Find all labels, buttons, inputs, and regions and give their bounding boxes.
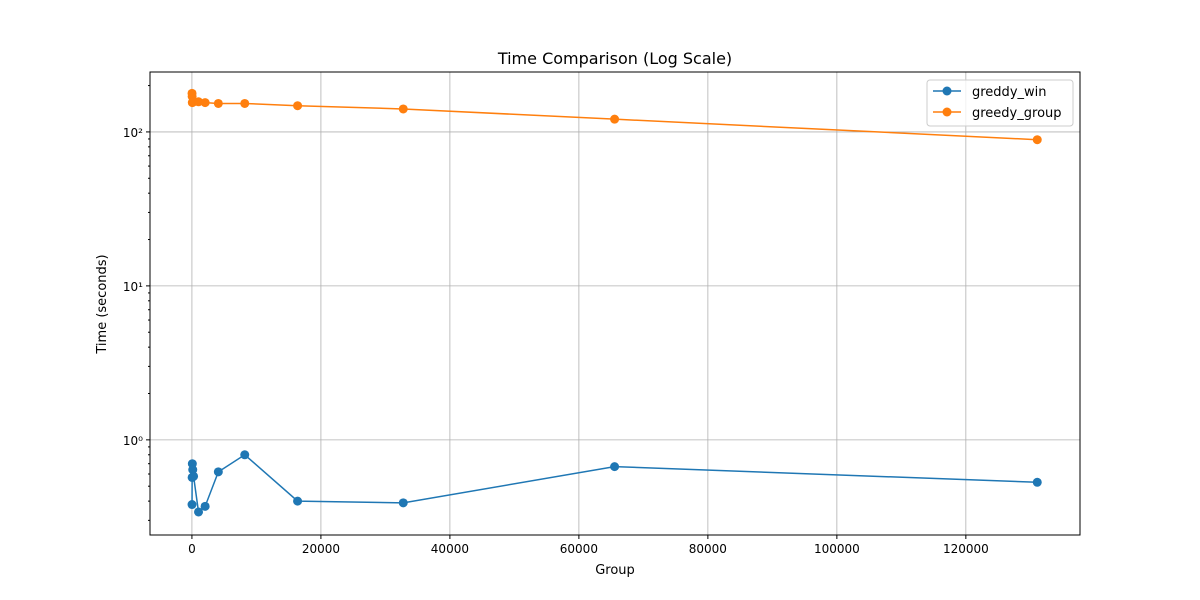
data-point-greddy_win: [213, 467, 223, 477]
data-point-greddy_win: [187, 500, 197, 510]
series-greddy_win: [187, 450, 1042, 517]
ticks: 0 20000 40000 60000 80000 100000 120000 10⁰ 10¹ 1…: [123, 85, 989, 556]
legend-label: greedy_group: [972, 106, 1062, 121]
data-point-greedy_group: [1032, 135, 1042, 145]
data-point-greddy_win: [200, 501, 210, 511]
legend-label: greddy_win: [972, 85, 1047, 100]
x-tick-label: 0: [188, 542, 196, 556]
legend-marker: [942, 86, 952, 96]
y-tick-label: 10⁰: [123, 434, 143, 448]
data-point-greedy_group: [194, 97, 204, 107]
data-point-greedy_group: [293, 101, 303, 111]
x-tick-label: 60000: [560, 542, 598, 556]
data-point-greddy_win: [293, 496, 303, 506]
chart-title: Time Comparison (Log Scale): [497, 49, 732, 68]
data-point-greddy_win: [398, 498, 408, 508]
x-tick-label: 20000: [302, 542, 340, 556]
data-point-greddy_win: [188, 465, 198, 475]
x-axis-label: Group: [595, 563, 635, 578]
data-point-greedy_group: [398, 104, 408, 114]
x-tick-label: 120000: [943, 542, 989, 556]
series-layer: [187, 88, 1042, 517]
legend: greddy_win greedy_group: [926, 79, 1074, 127]
x-tick-label: 100000: [814, 542, 860, 556]
grid: [150, 72, 1080, 535]
data-point-greddy_win: [610, 462, 620, 472]
legend-marker: [942, 107, 952, 117]
plot-frame: [149, 71, 1081, 536]
legend-box: [926, 79, 1074, 127]
y-tick-label: 10¹: [123, 280, 143, 294]
data-point-greddy_win: [189, 471, 199, 481]
data-point-greedy_group: [610, 114, 620, 124]
x-tick-label: 40000: [431, 542, 469, 556]
y-tick-label: 10²: [123, 126, 143, 140]
data-point-greddy_win: [194, 507, 204, 517]
data-point-greedy_group: [240, 98, 250, 108]
data-point-greedy_group: [213, 98, 223, 108]
data-point-greedy_group: [200, 98, 210, 108]
x-tick-label: 80000: [689, 542, 727, 556]
y-axis-label: Time (seconds): [95, 254, 110, 354]
data-point-greddy_win: [240, 450, 250, 460]
series-greedy_group: [187, 88, 1042, 145]
data-point-greddy_win: [1032, 477, 1042, 487]
